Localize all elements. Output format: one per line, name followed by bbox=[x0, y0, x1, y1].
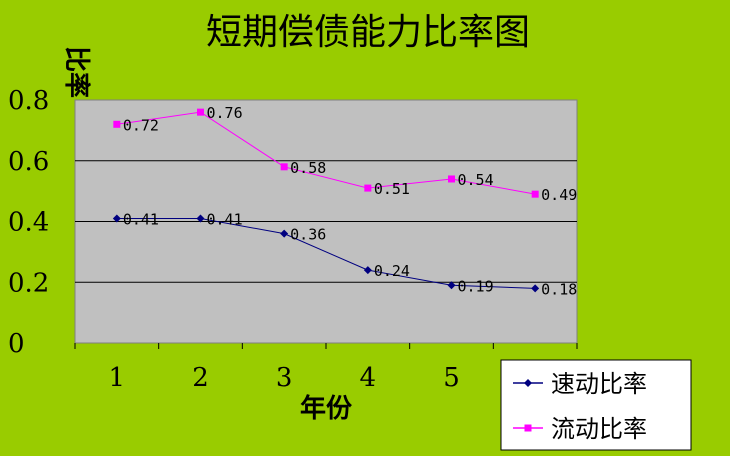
legend-label: 速动比率 bbox=[551, 370, 647, 398]
y-tick-label: 0.8 bbox=[8, 86, 49, 116]
y-tick-label: 0 bbox=[8, 329, 25, 359]
data-point-diamond bbox=[112, 214, 121, 223]
data-point-diamond bbox=[280, 229, 289, 238]
data-point-square bbox=[448, 175, 455, 183]
data-point-square bbox=[197, 108, 204, 116]
data-point-diamond bbox=[531, 284, 540, 293]
legend-marker-diamond bbox=[524, 379, 532, 387]
data-point-diamond bbox=[447, 281, 456, 290]
y-tick-label: 0.2 bbox=[8, 268, 49, 298]
data-label: 0.18 bbox=[541, 280, 577, 298]
data-label: 0.51 bbox=[374, 180, 410, 198]
legend-label: 流动比率 bbox=[551, 415, 647, 443]
series-line-2 bbox=[116, 111, 536, 195]
series-line-1 bbox=[116, 217, 536, 289]
x-tick-label: 4 bbox=[360, 363, 377, 393]
data-label: 0.19 bbox=[458, 277, 494, 295]
data-point-square bbox=[364, 184, 372, 192]
y-tick-label: 0.6 bbox=[8, 147, 49, 177]
data-label: 0.58 bbox=[290, 159, 326, 177]
data-label: 0.76 bbox=[207, 104, 243, 122]
chart-title: 短期偿债能力比率图 bbox=[206, 12, 530, 53]
data-label: 0.72 bbox=[123, 116, 159, 134]
x-tick-label: 3 bbox=[276, 363, 293, 393]
data-label: 0.54 bbox=[458, 171, 494, 189]
data-label: 0.41 bbox=[123, 210, 159, 228]
x-axis-title: 年份 bbox=[300, 393, 352, 424]
data-label: 0.24 bbox=[374, 262, 410, 280]
legend-marker-square bbox=[524, 424, 532, 432]
y-axis-title: 比率 bbox=[61, 46, 92, 98]
data-point-diamond bbox=[363, 266, 372, 275]
data-label: 0.41 bbox=[207, 210, 243, 228]
data-label: 0.49 bbox=[541, 186, 577, 204]
data-point-square bbox=[531, 190, 539, 198]
x-tick-label: 2 bbox=[192, 363, 209, 393]
x-tick-label: 1 bbox=[109, 363, 126, 393]
data-point-square bbox=[113, 120, 121, 128]
data-point-diamond bbox=[196, 214, 205, 223]
x-tick-label: 5 bbox=[443, 363, 460, 393]
legend-box bbox=[500, 359, 692, 451]
y-tick-label: 0.4 bbox=[8, 208, 49, 238]
data-label: 0.36 bbox=[290, 226, 326, 244]
data-point-square bbox=[280, 163, 288, 171]
